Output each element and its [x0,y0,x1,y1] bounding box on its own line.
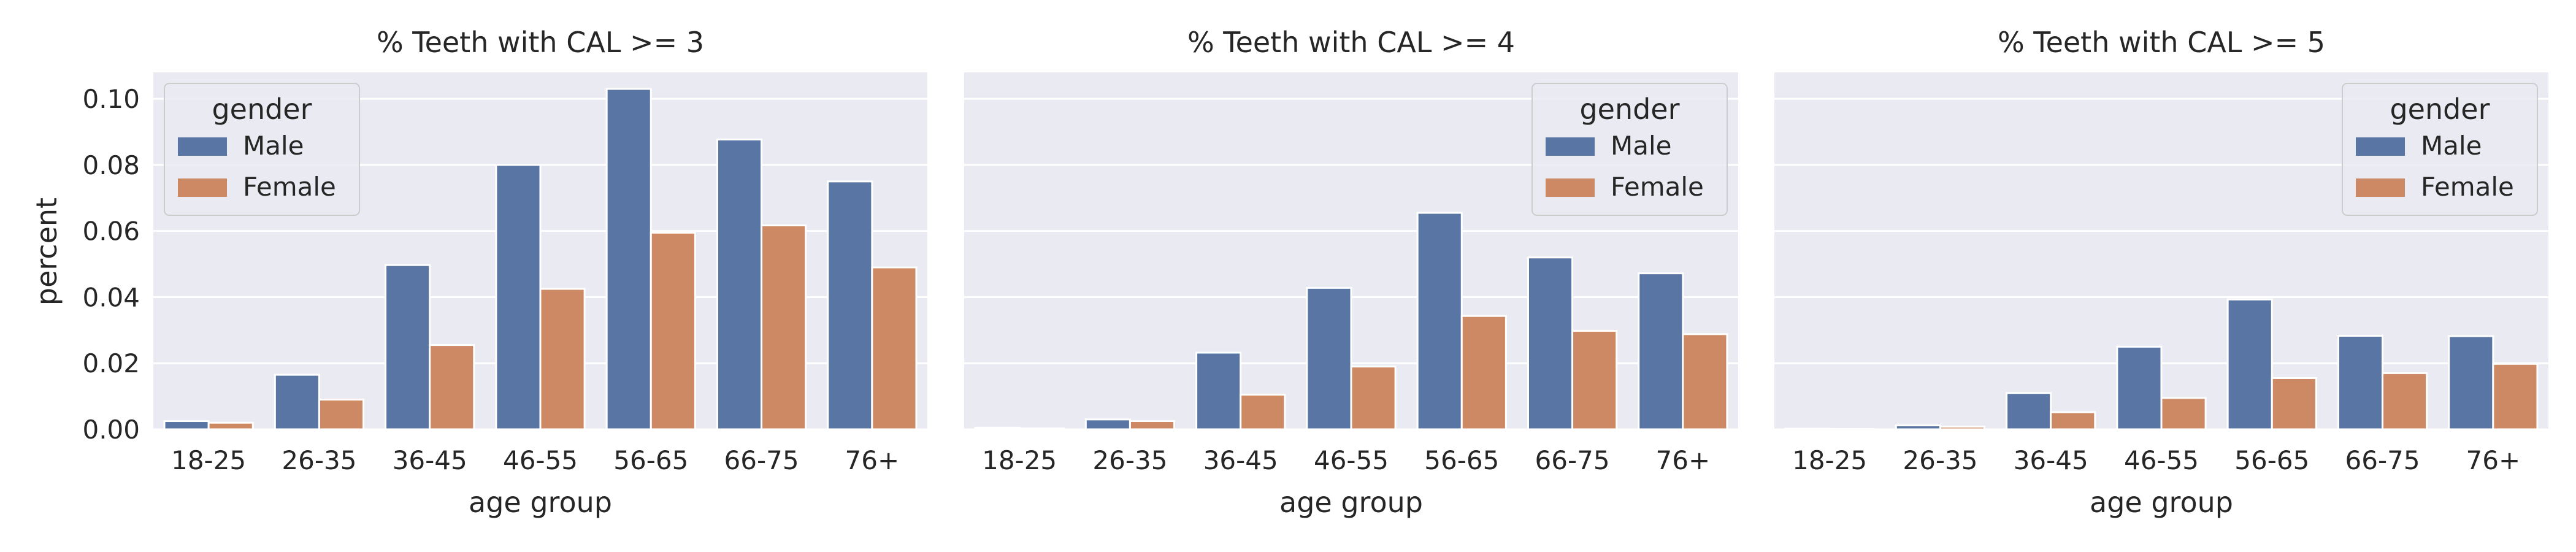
bar-female-46-55 [2160,397,2207,431]
legend-label-male: Male [1611,131,1671,161]
bar-female-56-65 [650,231,696,431]
bar-male-46-55 [2116,345,2163,431]
bar-male-36-45 [1195,351,1242,431]
legend-label-female: Female [243,172,336,202]
bar-male-66-75 [716,138,763,431]
legend-label-female: Female [1611,172,1704,202]
bar-male-18-25 [163,420,210,431]
bar-female-26-35 [1129,420,1176,431]
bar-female-66-75 [1571,329,1618,431]
x-tick-label: 46-55 [2124,445,2199,475]
x-tick-label: 56-65 [2234,445,2309,475]
panel-title: % Teeth with CAL >= 5 [1998,26,2325,59]
bar-female-36-45 [429,344,475,431]
x-tick-label: 26-35 [1903,445,1977,475]
x-tick-label: 66-75 [1535,445,1610,475]
bar-male-56-65 [605,88,652,431]
bar-male-56-65 [2226,298,2273,431]
y-tick-label: 0.08 [82,150,140,180]
bar-female-36-45 [2050,411,2096,431]
bar-female-76+ [2492,362,2539,431]
y-tick-label: 0.04 [82,282,140,312]
legend-swatch-male [178,137,227,156]
bar-male-26-35 [1084,418,1131,431]
x-tick-label: 66-75 [2345,445,2420,475]
y-axis-label: percent [30,197,63,305]
x-tick-label: 76+ [1656,445,1711,475]
legend-swatch-female [1546,178,1595,197]
bar-female-18-25 [1018,427,1065,431]
x-tick-label: 46-55 [1314,445,1389,475]
x-axis-label: age group [1279,486,1423,519]
x-tick-label: 46-55 [503,445,578,475]
bar-male-76+ [2448,335,2494,431]
bar-female-26-35 [1939,426,1986,431]
bar-male-76+ [827,180,873,431]
legend-label-male: Male [243,131,304,161]
bar-male-66-75 [2337,334,2384,431]
bar-female-56-65 [2271,377,2317,431]
bar-male-18-25 [974,426,1021,431]
bar-female-56-65 [1460,315,1507,431]
x-tick-label: 56-65 [1424,445,1499,475]
bar-female-18-25 [207,421,254,431]
y-tick-label: 0.02 [82,348,140,378]
panel-title: % Teeth with CAL >= 3 [377,26,704,59]
bar-female-66-75 [2382,372,2428,431]
bar-female-66-75 [761,224,807,431]
x-tick-label: 36-45 [1203,445,1278,475]
bar-male-26-35 [1895,424,1941,431]
bar-female-46-55 [1350,366,1397,431]
bar-male-26-35 [274,374,320,431]
x-tick-label: 18-25 [1792,445,1867,475]
bar-male-36-45 [2006,392,2052,431]
bar-female-26-35 [318,399,365,431]
x-tick-label: 26-35 [282,445,356,475]
x-tick-label: 18-25 [982,445,1057,475]
x-tick-label: 36-45 [2014,445,2088,475]
x-tick-label: 36-45 [393,445,467,475]
legend-swatch-male [2356,137,2405,156]
bar-male-66-75 [1527,256,1574,431]
x-tick-label: 18-25 [171,445,246,475]
x-tick-label: 56-65 [613,445,688,475]
x-tick-label: 76+ [2466,445,2521,475]
legend-title: gender [212,93,312,126]
legend-swatch-female [2356,178,2405,197]
legend-swatch-male [1546,137,1595,156]
bar-male-36-45 [385,264,431,431]
y-tick-label: 0.06 [82,217,140,247]
x-tick-label: 66-75 [724,445,799,475]
x-axis-label: age group [2090,486,2233,519]
legend-title: gender [1579,93,1679,126]
panel-title: % Teeth with CAL >= 4 [1187,26,1515,59]
legend-title: gender [2390,93,2490,126]
bar-male-76+ [1638,272,1684,431]
bar-female-46-55 [539,288,586,431]
bar-female-76+ [1682,333,1728,431]
bar-male-56-65 [1416,212,1463,431]
y-tick-label: 0.00 [82,415,140,445]
y-tick-label: 0.10 [82,84,140,114]
legend-label-female: Female [2421,172,2514,202]
legend-swatch-female [178,178,227,197]
bar-female-36-45 [1240,393,1286,431]
x-tick-label: 26-35 [1092,445,1167,475]
legend-label-male: Male [2421,131,2482,161]
bar-female-76+ [871,266,918,431]
bar-male-46-55 [1306,286,1352,431]
bar-male-46-55 [495,164,542,431]
x-axis-label: age group [469,486,612,519]
x-tick-label: 76+ [845,445,900,475]
